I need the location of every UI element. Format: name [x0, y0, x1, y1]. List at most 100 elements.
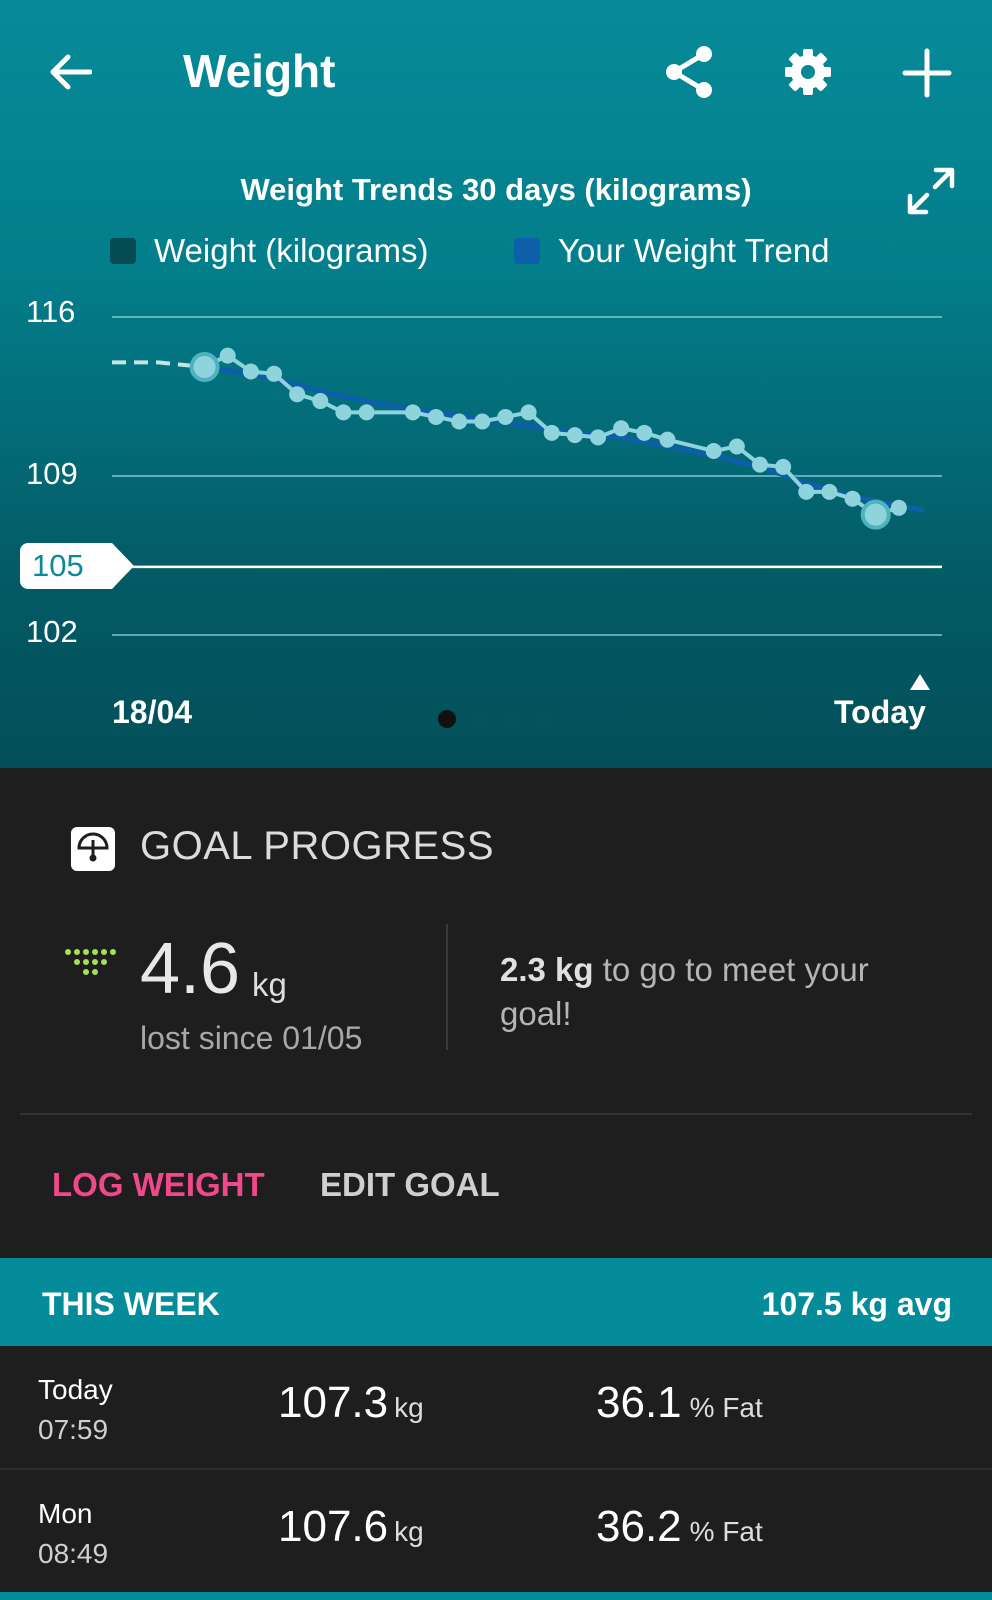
entry-fat: 36.1% Fat	[596, 1378, 763, 1428]
page-dot[interactable]	[534, 710, 552, 728]
goal-line-label: 105	[20, 543, 134, 589]
weight-point	[474, 413, 491, 430]
scale-icon	[71, 827, 115, 871]
goal-progress-title: GOAL PROGRESS	[140, 824, 494, 868]
lost-unit: kg	[252, 966, 287, 1003]
back-button[interactable]	[44, 46, 96, 98]
chart-pagination[interactable]	[438, 710, 566, 728]
weight-point	[636, 424, 653, 441]
lost-value: 4.6	[140, 929, 241, 1009]
weight-point	[613, 420, 630, 437]
trend-dashed-start	[112, 360, 205, 369]
to-go-text: 2.3 kg to go to meet your goal!	[500, 948, 940, 1036]
goal-progress-card: GOAL PROGRESS 4.6 kg lost since 01/05 2.…	[20, 768, 972, 1236]
settings-button[interactable]	[780, 44, 836, 100]
expand-button[interactable]	[900, 160, 962, 222]
trend-line	[202, 364, 925, 513]
share-icon	[666, 46, 712, 98]
page-dot[interactable]	[438, 710, 456, 728]
gear-icon	[785, 49, 831, 95]
legend-weight: Weight (kilograms)	[110, 232, 428, 270]
weight-point	[428, 408, 444, 425]
to-go-label: to go to meet your goal!	[500, 951, 869, 1032]
chart-area: Weight	[0, 0, 992, 768]
entry-fat-unit: % Fat	[689, 1516, 763, 1547]
weight-point	[266, 365, 282, 382]
chart-title: Weight Trends 30 days (kilograms)	[240, 172, 752, 207]
y-tick-label: 109	[26, 456, 78, 491]
legend-trend: Your Weight Trend	[514, 232, 830, 270]
this-week-label: THIS WEEK	[42, 1286, 220, 1322]
page-dot[interactable]	[470, 710, 488, 728]
weight-point	[289, 386, 306, 403]
divider	[20, 1113, 972, 1115]
weight-point	[543, 424, 560, 441]
weight-point	[705, 443, 722, 460]
y-tick-label: 116	[26, 294, 76, 329]
weight-point	[844, 490, 861, 507]
entry-fat: 36.2% Fat	[596, 1502, 763, 1552]
legend-label-weight: Weight (kilograms)	[154, 232, 429, 269]
page-dot[interactable]	[502, 710, 520, 728]
expand-icon	[907, 167, 955, 215]
legend-swatch-weight	[110, 238, 136, 264]
weight-point	[566, 427, 583, 444]
list-item[interactable]: Today 07:59 107.3 kg 36.1% Fat	[0, 1346, 992, 1470]
weight-point	[219, 347, 236, 364]
weight-point	[312, 393, 329, 410]
weight-point	[520, 404, 537, 421]
week-average: 107.5 kg avg	[761, 1286, 952, 1322]
weight-point	[890, 499, 907, 516]
weight-point	[242, 363, 259, 380]
to-go-value: 2.3 kg	[500, 951, 594, 988]
app-bar: Weight	[0, 0, 992, 150]
dots-trend-icon	[65, 949, 116, 975]
entry-weight-unit: kg	[394, 1392, 424, 1423]
weight-point	[404, 404, 421, 421]
weight-point-highlight	[189, 351, 220, 382]
this-week-header: THIS WEEK 107.5 kg avg	[0, 1258, 992, 1346]
weight-point	[798, 483, 815, 500]
weight-chart	[112, 316, 942, 636]
x-end-label: Today	[834, 694, 926, 730]
weight-point	[775, 458, 792, 475]
share-button[interactable]	[660, 42, 720, 102]
entry-day: Mon	[38, 1498, 93, 1529]
legend-swatch-trend	[514, 238, 540, 264]
entry-time: 08:49	[38, 1538, 109, 1569]
entry-weight-value: 107.3	[278, 1378, 389, 1427]
entry-fat-value: 36.1	[596, 1378, 682, 1427]
lost-since-label: lost since 01/05	[140, 1020, 363, 1056]
weight-point	[335, 404, 352, 421]
list-item[interactable]: Mon 08:49 107.6 kg 36.2% Fat	[0, 1470, 992, 1594]
entry-day: Today	[38, 1374, 113, 1405]
x-start-label: 18/04	[112, 694, 193, 730]
divider	[446, 924, 448, 1050]
weight-point	[497, 408, 514, 425]
entry-weight: 107.3 kg	[278, 1378, 424, 1428]
add-button[interactable]	[900, 46, 954, 100]
weight-point-highlight	[860, 499, 891, 530]
today-marker-icon	[910, 674, 930, 690]
weight-point	[590, 429, 606, 446]
weight-point	[821, 483, 838, 500]
log-weight-button[interactable]: LOG WEIGHT	[52, 1166, 265, 1203]
entry-weight-unit: kg	[394, 1516, 424, 1547]
page-title: Weight	[183, 45, 336, 97]
weight-point	[752, 456, 768, 473]
arrow-left-icon	[50, 54, 92, 90]
weight-point	[451, 413, 468, 430]
entry-fat-unit: % Fat	[689, 1392, 763, 1423]
edit-goal-button[interactable]: EDIT GOAL	[320, 1166, 500, 1203]
y-tick-label: 102	[26, 614, 78, 649]
entry-time: 07:59	[38, 1414, 109, 1445]
weight-point	[358, 404, 375, 421]
legend-label-trend: Your Weight Trend	[558, 232, 830, 269]
weight-point	[728, 438, 745, 455]
entry-weight: 107.6 kg	[278, 1502, 424, 1552]
weight-point	[659, 431, 676, 448]
bottom-strip	[0, 1592, 992, 1600]
plus-icon	[902, 48, 952, 98]
entry-fat-value: 36.2	[596, 1502, 682, 1551]
entry-weight-value: 107.6	[278, 1502, 389, 1551]
